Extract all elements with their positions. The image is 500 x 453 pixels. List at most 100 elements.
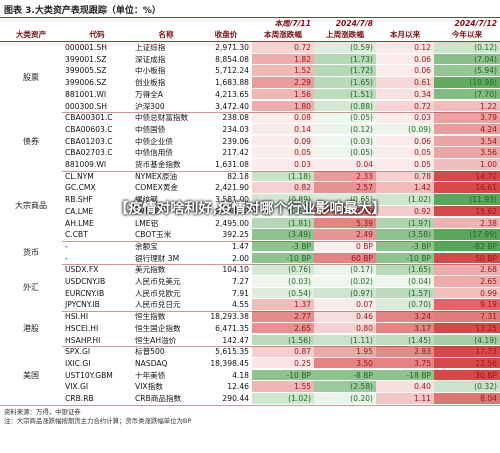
change-cell: 0.25 bbox=[252, 357, 314, 370]
group-label: 港股 bbox=[0, 311, 62, 347]
change-cell: (0.32) bbox=[434, 381, 500, 393]
name-cell: NYMEX原油 bbox=[135, 171, 178, 181]
change-cell: 0.06 bbox=[376, 65, 434, 77]
close-cell: 9,880.00 bbox=[215, 206, 249, 216]
group-label: 货币 bbox=[0, 240, 62, 265]
change-cell: -8 BP bbox=[314, 369, 376, 382]
change-cell: 3.75 bbox=[376, 357, 434, 370]
change-cell: -3 BP bbox=[252, 240, 314, 253]
change-cell: (3.49) bbox=[252, 229, 314, 241]
code-cell: UST10Y.GBM bbox=[65, 370, 113, 380]
code-cell: AH.LME bbox=[65, 218, 94, 228]
name-cell: 余额宝 bbox=[135, 241, 158, 251]
change-cell: -18 BP bbox=[376, 369, 434, 382]
change-cell: 0.07 bbox=[314, 299, 376, 311]
change-cell: (0.67) bbox=[252, 205, 314, 218]
group-label: 美国 bbox=[0, 346, 62, 405]
change-cell: 7.31 bbox=[434, 311, 500, 323]
code-cell: C.CBT bbox=[65, 230, 88, 240]
change-cell: (0.12) bbox=[314, 123, 376, 136]
change-cell: 0.92 bbox=[376, 205, 434, 218]
change-cell: (0.65) bbox=[314, 194, 376, 206]
change-cell: (4.19) bbox=[434, 334, 500, 347]
change-cell: 1.95 bbox=[314, 346, 376, 358]
name-cell: 货币基金指数 bbox=[135, 160, 181, 169]
close-cell: 12.46 bbox=[227, 382, 249, 392]
change-cell: (1.02) bbox=[252, 393, 314, 405]
change-cell: 0.46 bbox=[314, 311, 376, 323]
change-cell: 2.77 bbox=[252, 311, 314, 323]
change-cell: 0.34 bbox=[376, 88, 434, 101]
name-cell: 深证成指 bbox=[135, 54, 166, 64]
change-cell: 0.82 bbox=[252, 182, 314, 194]
change-cell: (3.58) bbox=[376, 229, 434, 241]
change-cell: (1.81) bbox=[252, 217, 314, 230]
name-cell: 中债信用债 bbox=[135, 148, 173, 158]
change-cell: (1.56) bbox=[252, 334, 314, 347]
code-cell: IXIC.GI bbox=[65, 358, 91, 368]
change-cell: (2.58) bbox=[314, 381, 376, 393]
code-cell: 399005.SZ bbox=[65, 66, 107, 76]
change-cell: 9.19 bbox=[434, 299, 500, 311]
code-cell: HSI.HI bbox=[65, 312, 89, 322]
change-cell: (17.99) bbox=[434, 229, 500, 241]
close-cell: 18,293.38 bbox=[210, 312, 249, 322]
header-cell: 大类资产 bbox=[15, 30, 47, 39]
header-cell: 本周涨跌幅 bbox=[264, 30, 302, 39]
change-cell: 0.03 bbox=[376, 112, 434, 124]
change-cell: 3.17 bbox=[376, 322, 434, 335]
name-cell: 标普500 bbox=[135, 347, 165, 357]
change-cell: 3.10 bbox=[314, 205, 376, 218]
change-cell: -10 BP bbox=[252, 252, 314, 265]
change-cell: 2.83 bbox=[376, 346, 434, 358]
change-cell: (0.97) bbox=[314, 287, 376, 300]
rule bbox=[0, 17, 500, 18]
change-cell: 0.05 bbox=[252, 147, 314, 159]
name-cell: COMEX黄金 bbox=[135, 183, 179, 193]
change-cell: 15.62 bbox=[434, 205, 500, 218]
close-cell: 5,615.35 bbox=[215, 347, 249, 357]
change-cell: (1.65) bbox=[314, 77, 376, 89]
close-cell: 2.00 bbox=[232, 253, 249, 263]
change-cell: 3.50 bbox=[314, 357, 376, 370]
change-cell: (1.57) bbox=[376, 287, 434, 300]
code-cell: USDX.FX bbox=[65, 265, 99, 275]
name-cell: VIX指数 bbox=[135, 382, 163, 392]
change-cell: 0.72 bbox=[252, 42, 314, 54]
change-cell: 16.61 bbox=[434, 182, 500, 194]
change-cell: 30 BP bbox=[434, 369, 500, 382]
code-cell: CRB.RB bbox=[65, 394, 94, 403]
change-cell: 0.78 bbox=[376, 170, 434, 183]
change-cell: 0.04 bbox=[314, 159, 376, 171]
name-cell: CBOT玉米 bbox=[135, 230, 172, 240]
name-cell: 沪深300 bbox=[135, 101, 165, 111]
change-cell: 13.25 bbox=[434, 322, 500, 335]
rule bbox=[0, 404, 500, 406]
close-cell: 82.18 bbox=[227, 171, 249, 181]
change-cell: (1.72) bbox=[314, 65, 376, 77]
code-cell: GC.CMX bbox=[65, 183, 96, 193]
change-cell: 2.68 bbox=[434, 264, 500, 276]
name-cell: 中债企业债 bbox=[135, 136, 173, 146]
change-cell: (0.70) bbox=[376, 299, 434, 311]
change-cell: 0.05 bbox=[376, 159, 434, 171]
change-cell: 50 BP bbox=[434, 252, 500, 265]
change-cell: 0.06 bbox=[376, 53, 434, 66]
rule bbox=[0, 41, 500, 42]
change-cell: 4.24 bbox=[434, 123, 500, 136]
change-cell: -3 BP bbox=[376, 240, 434, 253]
change-cell: 8.04 bbox=[434, 393, 500, 405]
close-cell: 234.03 bbox=[222, 124, 249, 134]
change-cell: (1.02) bbox=[376, 194, 434, 206]
change-cell: 2.33 bbox=[314, 170, 376, 183]
close-cell: 3,581.00 bbox=[215, 195, 249, 205]
close-cell: 2,971.30 bbox=[215, 43, 249, 52]
name-cell: CRB商品指数 bbox=[135, 394, 182, 403]
name-cell: 恒生国企指数 bbox=[135, 323, 181, 333]
name-cell: 中债国债 bbox=[135, 124, 166, 134]
change-cell: 0.12 bbox=[376, 42, 434, 54]
close-cell: 3,472.40 bbox=[215, 101, 249, 111]
change-cell: 22.56 bbox=[434, 357, 500, 370]
change-cell: 5.39 bbox=[314, 217, 376, 230]
